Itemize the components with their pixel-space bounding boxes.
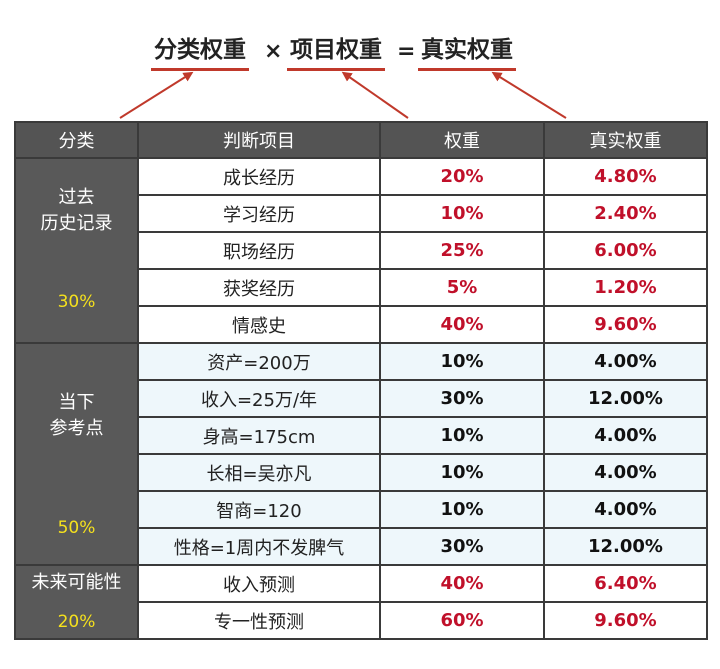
weight-cell: 20% [379, 157, 545, 196]
real-weight-cell: 6.40% [543, 564, 708, 603]
formula-term-real-weight: 真实权重 [418, 36, 516, 71]
formula-arrows [119, 71, 567, 119]
weight-cell: 10% [379, 342, 545, 381]
arrow-to-category-column [119, 71, 194, 119]
real-weight-cell: 1.20% [543, 268, 708, 307]
category-past: 过去 历史记录 30% [14, 157, 139, 344]
real-weight-cell: 4.00% [543, 453, 708, 492]
weight-cell: 60% [379, 601, 545, 640]
item-cell: 长相=吴亦凡 [137, 453, 381, 492]
table-row: 专一性预测 60% 9.60% [15, 601, 708, 640]
arrow-to-weight-column [341, 71, 409, 119]
formula-equals-sign: = [397, 39, 416, 64]
item-cell: 情感史 [137, 305, 381, 344]
weight-table: 分类 判断项目 权重 真实权重 过去 历史记录 30% 成长经历 20% 4.8… [14, 121, 708, 640]
weight-cell: 5% [379, 268, 545, 307]
weight-cell: 40% [379, 564, 545, 603]
item-cell: 性格=1周内不发脾气 [137, 527, 381, 566]
item-cell: 获奖经历 [137, 268, 381, 307]
real-weight-cell: 4.00% [543, 342, 708, 381]
arrow-to-real-weight-column [491, 71, 567, 119]
header-item: 判断项目 [137, 121, 381, 159]
table-row: 身高=175cm 10% 4.00% [15, 416, 708, 455]
category-label-line: 过去 [58, 187, 95, 208]
item-cell: 职场经历 [137, 231, 381, 270]
real-weight-cell: 12.00% [543, 379, 708, 418]
item-cell: 智商=120 [137, 490, 381, 529]
table-row: 获奖经历 5% 1.20% [15, 268, 708, 307]
formula-multiply-sign: × [264, 39, 283, 64]
real-weight-cell: 12.00% [543, 527, 708, 566]
formula-term-item-weight: 项目权重 [287, 36, 385, 71]
real-weight-cell: 9.60% [543, 305, 708, 344]
category-percent: 50% [57, 518, 96, 538]
weight-cell: 40% [379, 305, 545, 344]
category-percent: 20% [57, 612, 96, 632]
item-cell: 学习经历 [137, 194, 381, 233]
real-weight-cell: 4.80% [543, 157, 708, 196]
formula-term-category-weight: 分类权重 [151, 36, 249, 71]
category-label-line: 当下 [58, 392, 95, 413]
table-row: 学习经历 10% 2.40% [15, 194, 708, 233]
real-weight-cell: 4.00% [543, 490, 708, 529]
table-row: 未来可能性 20% 收入预测 40% 6.40% [14, 564, 708, 640]
weight-cell: 10% [379, 453, 545, 492]
table-row: 当下 参考点 50% 资产=200万 10% 4.00% [14, 342, 708, 566]
real-weight-cell: 6.00% [543, 231, 708, 270]
category-label-line: 未来可能性 [31, 572, 122, 593]
weight-cell: 10% [379, 416, 545, 455]
formula-header: 分类权重 × 项目权重 = 真实权重 [0, 30, 720, 80]
weight-cell: 30% [379, 379, 545, 418]
header-category: 分类 [14, 121, 139, 159]
category-percent: 30% [57, 292, 96, 312]
item-cell: 收入=25万/年 [137, 379, 381, 418]
weight-cell: 30% [379, 527, 545, 566]
table-row: 过去 历史记录 30% 成长经历 20% 4.80% [14, 157, 708, 344]
table-row: 情感史 40% 9.60% [15, 305, 708, 344]
category-present: 当下 参考点 50% [14, 342, 139, 566]
category-label-line: 历史记录 [40, 213, 113, 234]
item-cell: 专一性预测 [137, 601, 381, 640]
header-real-weight: 真实权重 [543, 121, 708, 159]
item-cell: 成长经历 [137, 157, 381, 196]
weight-cell: 10% [379, 490, 545, 529]
header-weight: 权重 [379, 121, 545, 159]
weight-cell: 25% [379, 231, 545, 270]
category-label-line: 参考点 [49, 418, 104, 439]
real-weight-cell: 4.00% [543, 416, 708, 455]
item-cell: 收入预测 [137, 564, 381, 603]
weight-cell: 10% [379, 194, 545, 233]
real-weight-cell: 2.40% [543, 194, 708, 233]
item-cell: 身高=175cm [137, 416, 381, 455]
table-row: 智商=120 10% 4.00% [15, 490, 708, 529]
table-row: 收入=25万/年 30% 12.00% [15, 379, 708, 418]
table-row: 长相=吴亦凡 10% 4.00% [15, 453, 708, 492]
item-cell: 资产=200万 [137, 342, 381, 381]
table-row: 性格=1周内不发脾气 30% 12.00% [15, 527, 708, 566]
table-row: 职场经历 25% 6.00% [15, 231, 708, 270]
real-weight-cell: 9.60% [543, 601, 708, 640]
table-header-row: 分类 判断项目 权重 真实权重 [14, 121, 708, 159]
category-future: 未来可能性 20% [14, 564, 139, 640]
